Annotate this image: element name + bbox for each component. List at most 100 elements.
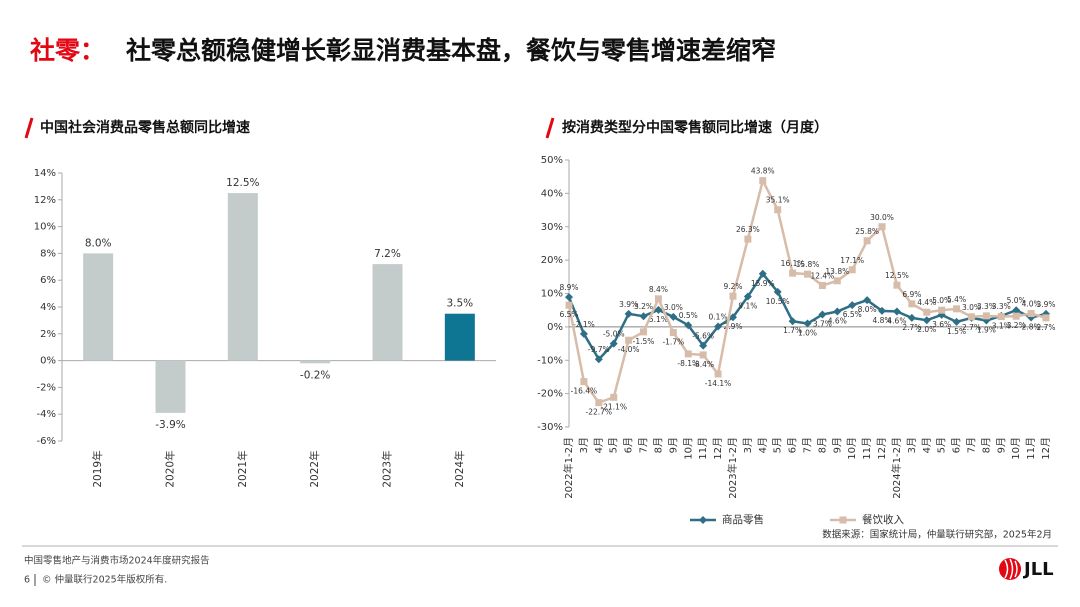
x-tick-label: 8月 — [816, 437, 828, 453]
data-label: -0.2% — [300, 369, 330, 381]
point — [833, 307, 842, 316]
data-label: 3.1% — [992, 322, 1011, 331]
point — [893, 281, 901, 289]
title-accent — [24, 117, 34, 139]
y-tick-label: 6% — [40, 275, 56, 286]
x-tick-label: 10月 — [846, 437, 858, 460]
bar — [155, 360, 186, 413]
data-label: -14.1% — [705, 379, 732, 388]
point — [758, 269, 767, 278]
x-tick-label: 2024年1-2月 — [890, 437, 903, 499]
data-label: 5.0% — [932, 296, 951, 305]
y-tick-label: 10% — [541, 289, 563, 300]
bar — [227, 193, 258, 361]
x-tick-label: 11月 — [1025, 437, 1037, 460]
x-tick-label: 7月 — [638, 437, 650, 453]
data-label: 2.9% — [723, 322, 742, 331]
point — [818, 310, 827, 319]
x-tick-label: 8月 — [980, 437, 992, 453]
x-tick-label: 12月 — [876, 437, 888, 460]
logo-mark — [1004, 558, 1018, 580]
x-tick-label: 4月 — [757, 437, 769, 453]
data-label: 2.7% — [962, 323, 981, 332]
point — [654, 305, 663, 314]
data-label: 7.2% — [374, 248, 401, 260]
x-tick-label: 3月 — [906, 437, 918, 453]
point — [743, 292, 752, 301]
footer-report: 中国零售地产与消费市场2024年度研究报告 — [24, 555, 210, 567]
point — [938, 306, 946, 314]
point — [773, 287, 782, 296]
legend-marker — [699, 516, 707, 524]
point — [848, 301, 857, 310]
point — [580, 378, 588, 386]
point — [818, 281, 826, 289]
point — [744, 235, 752, 243]
point — [565, 293, 573, 302]
point — [684, 321, 693, 330]
point — [1012, 306, 1021, 315]
data-label: -4.0% — [618, 345, 640, 354]
y-tick-label: 0% — [40, 356, 56, 367]
x-tick-label: 5月 — [608, 437, 620, 453]
point — [699, 341, 708, 350]
data-label: 6.9% — [902, 290, 921, 299]
point — [1027, 310, 1035, 318]
data-label: -8.1% — [677, 359, 699, 368]
y-tick-label: 14% — [34, 168, 56, 179]
title-prefix: 社零： — [30, 36, 105, 65]
x-tick-label: 11月 — [861, 437, 873, 460]
point — [908, 300, 916, 308]
y-tick-label: -2% — [37, 382, 56, 393]
x-tick-label: 2023年1-2月 — [726, 437, 739, 499]
bar — [300, 360, 331, 364]
x-tick-label: 5月 — [772, 437, 784, 453]
point — [684, 350, 692, 358]
data-label: 15.8% — [796, 260, 820, 269]
x-tick-label: 5月 — [936, 437, 948, 453]
legend-label: 餐饮收入 — [862, 513, 904, 526]
data-label: 4.8% — [873, 316, 892, 325]
x-tick-label: 3月 — [742, 437, 754, 453]
point — [595, 399, 603, 407]
data-label: 1.5% — [947, 327, 966, 336]
chart-title: 按消费类型分中国零售额同比增速（月度） — [562, 119, 828, 136]
legend-marker — [839, 516, 847, 524]
data-label: 3.5% — [446, 298, 473, 310]
data-label: 12.4% — [810, 271, 834, 280]
data-label: 4.6% — [887, 317, 906, 326]
data-label: 8.4% — [649, 285, 668, 294]
point — [922, 316, 931, 325]
data-label: 5.0% — [1007, 296, 1026, 305]
data-label: 30.0% — [870, 213, 894, 222]
y-tick-label: 12% — [34, 195, 56, 206]
point — [878, 223, 886, 231]
x-tick-label: 2019年 — [91, 450, 104, 487]
point — [923, 308, 931, 316]
data-label: -1.7% — [662, 338, 684, 347]
x-tick-label: 11月 — [697, 437, 709, 460]
data-label: 2.8% — [1022, 323, 1041, 332]
data-label: 9.2% — [723, 282, 742, 291]
point — [892, 307, 901, 316]
point — [639, 312, 648, 321]
x-tick-label: 9月 — [667, 437, 679, 453]
x-tick-label: 3月 — [578, 437, 590, 453]
point — [669, 312, 678, 321]
line-series — [567, 177, 1047, 405]
point — [714, 370, 722, 378]
slide-title: 社零总额稳健增长彰显消费基本盘，餐饮与零售增速差缩窄 — [126, 36, 776, 65]
point — [833, 277, 841, 285]
data-label: -22.7% — [586, 408, 613, 417]
point — [610, 393, 618, 401]
data-label: 3.0% — [664, 303, 683, 312]
data-label: 3.7% — [813, 320, 832, 329]
point — [669, 329, 677, 337]
point — [804, 270, 811, 278]
x-tick-label: 6月 — [787, 437, 799, 453]
point — [624, 309, 633, 318]
data-label: 3.2% — [634, 302, 653, 311]
data-label: -3.9% — [155, 419, 185, 431]
y-tick-label: -30% — [537, 422, 563, 433]
x-tick-label: 2021年 — [236, 450, 249, 487]
